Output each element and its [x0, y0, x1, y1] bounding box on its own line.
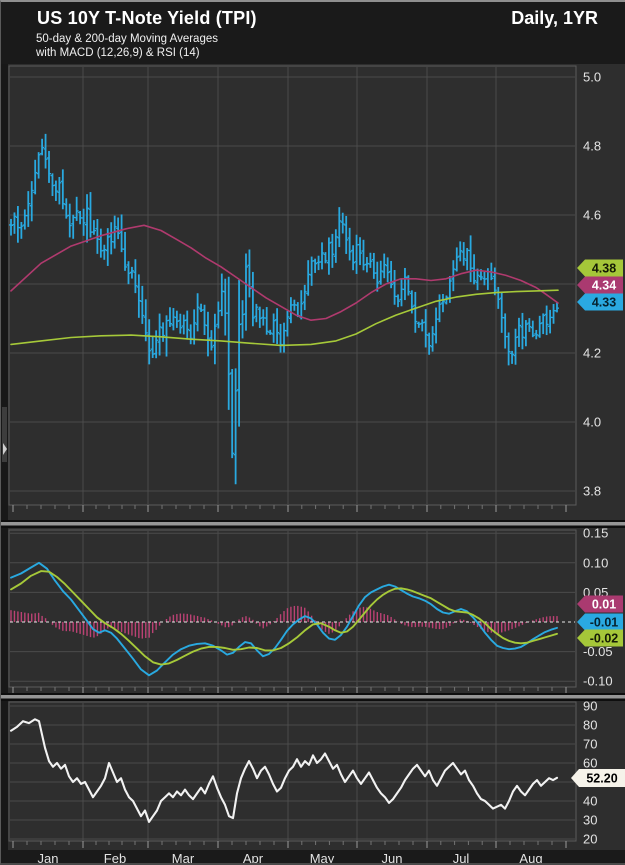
y-axis-tick-label: 0.10 — [583, 555, 608, 570]
month-label: Apr — [243, 851, 264, 865]
y-axis-tick-label: 20 — [583, 832, 597, 847]
y-axis-tick-label: 4.6 — [583, 208, 601, 223]
month-label: Jul — [453, 851, 470, 865]
tag-label: 4.33 — [592, 295, 616, 309]
axis-value-tag: 52.20 — [571, 769, 625, 787]
month-label: Jan — [38, 851, 59, 865]
month-label: Feb — [104, 851, 126, 865]
tag-label: 0.01 — [592, 597, 616, 611]
y-axis-tick-label: 4.0 — [583, 415, 601, 430]
tag-label: 4.34 — [592, 278, 616, 292]
panel-splitter-2[interactable] — [1, 693, 625, 701]
axis-value-tag: -0.02 — [577, 630, 623, 647]
tag-label: 52.20 — [586, 771, 617, 785]
month-label: Jun — [382, 851, 403, 865]
y-axis-tick-label: 70 — [583, 737, 597, 752]
y-axis-tick-label: 60 — [583, 756, 597, 771]
month-label: Mar — [172, 851, 195, 865]
chart-canvas: 5.04.84.64.44.24.03.84.384.344.330.150.1… — [1, 2, 625, 865]
y-axis-tick-label: 4.8 — [583, 139, 601, 154]
axis-value-tag: -0.01 — [577, 614, 623, 631]
axis-value-tag: 4.33 — [577, 294, 623, 311]
y-axis-tick-label: 30 — [583, 813, 597, 828]
axis-value-tag: 4.34 — [577, 277, 623, 294]
y-axis-tick-label: 80 — [583, 718, 597, 733]
month-label: May — [310, 851, 335, 865]
y-axis-tick-label: 4.2 — [583, 346, 601, 361]
axis-value-tag: 0.01 — [577, 596, 623, 613]
y-axis-tick-label: 5.0 — [583, 70, 601, 85]
axis-value-tag: 4.38 — [577, 260, 623, 277]
month-label: Aug — [519, 851, 542, 865]
tag-label: -0.01 — [590, 615, 619, 629]
tag-label: -0.02 — [590, 631, 619, 645]
y-axis-tick-label: 40 — [583, 794, 597, 809]
y-axis-tick-label: 3.8 — [583, 484, 601, 499]
tag-label: 4.38 — [592, 261, 616, 275]
panel-splitter-1[interactable] — [1, 520, 625, 528]
y-axis-tick-label: 90 — [583, 699, 597, 714]
chart-background — [1, 64, 625, 850]
panel-collapse-handle[interactable] — [2, 407, 7, 462]
y-axis-tick-label: -0.10 — [583, 674, 613, 689]
y-axis-tick-label: 0.15 — [583, 526, 608, 541]
chart-window: US 10Y T-Note Yield (TPI) Daily, 1YR 50-… — [0, 0, 625, 865]
